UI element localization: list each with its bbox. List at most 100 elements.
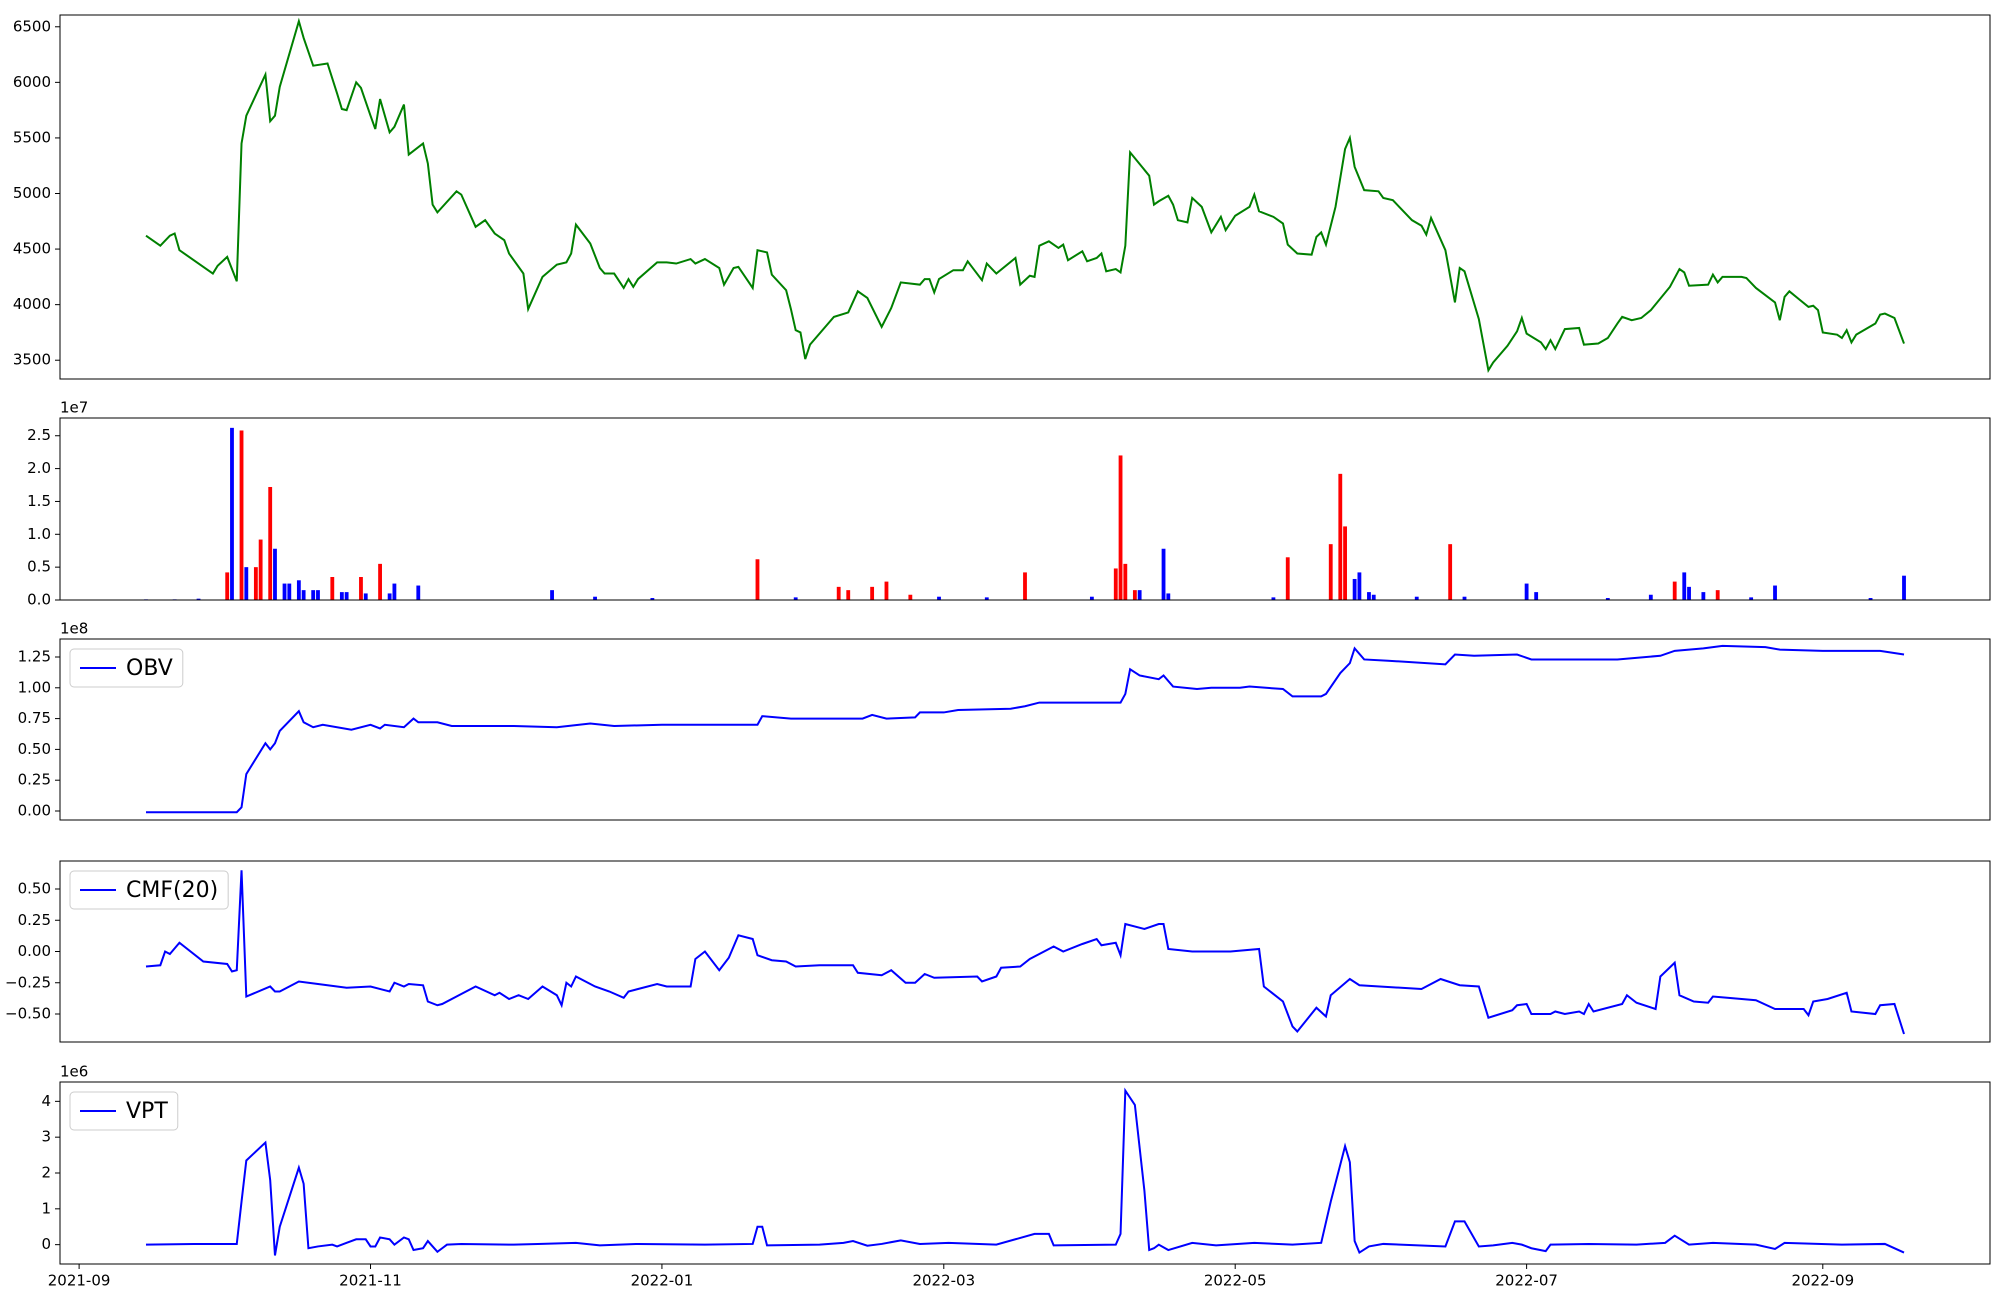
y-tick-label: 2.5 [27, 426, 51, 444]
bar [1113, 568, 1118, 600]
legend-box [69, 870, 229, 910]
y-tick-label: 0.75 [18, 709, 51, 727]
bar [1687, 586, 1691, 600]
panel: 0 1 2 3 4 2021-09 2021-11 2022-01 2022-03 2022-05… [41, 1063, 1991, 1290]
bar [273, 548, 277, 600]
y-tick-label: 0.00 [18, 802, 51, 820]
x-tick-label: 2021-09 [48, 1272, 111, 1290]
bar [1271, 597, 1276, 600]
legend-label: VPT [126, 1099, 168, 1124]
bar [1868, 598, 1873, 600]
bar [1648, 594, 1653, 600]
bar [1166, 593, 1171, 600]
x-tick-label: 2021-11 [339, 1272, 402, 1290]
y-tick-label: 3500 [13, 351, 51, 369]
bar [1089, 596, 1094, 600]
bar [1328, 544, 1333, 600]
bar [793, 597, 798, 600]
axes-frame [59, 417, 1991, 601]
bar [1357, 572, 1362, 600]
panel: −0.50 −0.25 0.00 0.25 0.50 CMF(20) [5, 860, 1991, 1043]
line-series [145, 870, 1905, 1035]
y-tick-label: 0.25 [18, 911, 51, 929]
panel: 3500 4000 4500 5000 5500 6000 6500 [13, 14, 1991, 380]
bar [1367, 592, 1371, 600]
legend: OBV [69, 648, 184, 688]
line-series [145, 1087, 1905, 1256]
bar [1161, 548, 1166, 600]
line-series [145, 17, 1905, 373]
bar [1132, 590, 1137, 600]
bar [268, 486, 273, 600]
panel: 0.00 0.25 0.50 0.75 1.00 1.25 1e8 OBV [18, 620, 1991, 821]
bar [253, 567, 258, 600]
bar [244, 567, 249, 600]
axis-offset-label: 1e6 [60, 1063, 88, 1081]
axis-offset-label: 1e7 [60, 399, 88, 417]
y-tick-label: 1 [41, 1199, 51, 1217]
bar [846, 590, 851, 600]
y-tick-label: 0.50 [18, 740, 51, 758]
bar [1749, 597, 1754, 600]
legend-box [69, 648, 184, 688]
y-tick-label: 0 [41, 1235, 51, 1253]
bar [378, 563, 382, 600]
bar [387, 593, 392, 600]
bar [836, 586, 841, 600]
bar [296, 580, 301, 600]
bar [593, 596, 597, 600]
bar [1534, 592, 1539, 600]
bar [282, 583, 287, 600]
y-tick-label: 1.5 [27, 492, 51, 510]
y-tick-label: 1.25 [18, 647, 51, 665]
bar [1672, 581, 1677, 600]
legend: CMF(20) [69, 870, 229, 910]
legend-label: OBV [126, 656, 173, 681]
y-tick-label: 0.0 [27, 591, 51, 609]
bar [908, 594, 913, 600]
bar [870, 586, 875, 600]
y-tick-label: 6000 [13, 73, 51, 91]
x-tick-label: 2022-07 [1495, 1272, 1558, 1290]
bar [225, 572, 230, 600]
bar [1414, 596, 1419, 600]
bar [1605, 598, 1610, 600]
bar [344, 592, 349, 600]
bar [1338, 473, 1343, 600]
bar [1118, 455, 1123, 600]
bar [984, 597, 989, 600]
line-series [145, 644, 1905, 814]
bar [650, 598, 655, 600]
bar [316, 590, 320, 600]
bar [196, 598, 201, 600]
y-tick-label: −0.25 [5, 973, 51, 991]
y-tick-label: 0.00 [18, 942, 51, 960]
y-tick-label: 0.25 [18, 771, 51, 789]
bar [392, 583, 397, 600]
bar [1137, 590, 1142, 600]
bar [1371, 594, 1376, 600]
y-tick-label: 5500 [13, 128, 51, 146]
bar [339, 592, 344, 600]
bar [1285, 557, 1290, 600]
y-tick-label: −0.50 [5, 1005, 51, 1023]
bar [550, 590, 554, 600]
bar [884, 581, 889, 600]
y-tick-label: 1.00 [18, 678, 51, 696]
y-tick-label: 4 [41, 1092, 51, 1110]
y-tick-label: 4500 [13, 240, 51, 258]
bar [311, 590, 316, 600]
bar [937, 596, 941, 600]
panel: 0.0 0.5 1.0 1.5 2.0 2.5 1e7 [27, 399, 1991, 609]
bar [239, 430, 244, 600]
y-tick-label: 4000 [13, 295, 51, 313]
bar [1902, 575, 1906, 600]
y-tick-label: 5000 [13, 184, 51, 202]
x-tick-label: 2022-01 [631, 1272, 694, 1290]
axis-offset-label: 1e8 [60, 620, 88, 638]
bar [363, 593, 368, 600]
y-tick-label: 1.0 [27, 525, 51, 543]
legend: VPT [69, 1091, 179, 1131]
bar [1462, 596, 1467, 600]
